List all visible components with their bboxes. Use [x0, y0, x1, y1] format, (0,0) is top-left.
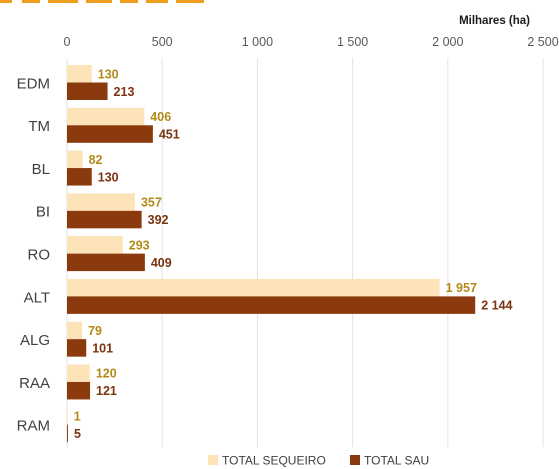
- category-label: ALG: [20, 332, 50, 349]
- data-label: 2 144: [481, 299, 512, 313]
- data-label: 451: [159, 128, 180, 142]
- data-label: 101: [92, 341, 113, 355]
- category-label: EDM: [17, 75, 50, 92]
- bar-sequeiro: [67, 65, 92, 83]
- bar-sequeiro: [67, 407, 68, 425]
- x-tick-label: 2 000: [432, 35, 463, 49]
- data-label: 121: [96, 384, 117, 398]
- legend-label: TOTAL SEQUEIRO: [222, 454, 326, 468]
- bar-sequeiro: [67, 150, 83, 169]
- data-label: 79: [88, 324, 102, 338]
- legend-swatch: [208, 455, 218, 465]
- data-label: 1: [74, 409, 81, 423]
- bar-sequeiro: [67, 236, 123, 254]
- x-tick-label: 0: [64, 35, 71, 49]
- x-tick-label: 2 500: [527, 35, 558, 49]
- x-tick-label: 1 500: [337, 35, 368, 49]
- bar-sau: [67, 168, 92, 186]
- category-label: BL: [32, 161, 50, 178]
- bar-sau: [67, 339, 87, 357]
- category-label: RO: [28, 247, 51, 264]
- category-label: RAA: [19, 375, 50, 392]
- bar-sequeiro: [67, 364, 90, 382]
- bar-sau: [67, 253, 145, 272]
- bar-sequeiro: [67, 321, 83, 340]
- bar-sequeiro: [67, 107, 145, 126]
- data-label: 357: [141, 196, 162, 210]
- legend-swatch: [350, 455, 360, 465]
- bars: [67, 65, 476, 443]
- bar-sau: [67, 296, 476, 314]
- data-label: 1 957: [446, 281, 477, 295]
- bar-sau: [67, 381, 91, 400]
- x-tick-label: 1 000: [242, 35, 273, 49]
- data-label: 409: [151, 256, 172, 270]
- data-label: 82: [89, 153, 103, 167]
- category-labels: EDM TM BL BI RO ALT ALG RAA RAM: [17, 75, 50, 434]
- data-label: 392: [148, 213, 169, 227]
- category-label: TM: [28, 118, 50, 135]
- bar-sau: [67, 125, 153, 143]
- category-label: BI: [36, 204, 50, 221]
- unit-label: Milhares (ha): [459, 15, 530, 27]
- data-label: 406: [150, 110, 171, 124]
- category-label: RAM: [17, 418, 50, 435]
- bar-sau: [67, 424, 68, 443]
- partial-title-fragment: [0, 0, 204, 3]
- data-label: 293: [129, 238, 150, 252]
- legend: TOTAL SEQUEIRO TOTAL SAU: [208, 454, 429, 468]
- legend-label: TOTAL SAU: [364, 454, 429, 468]
- data-label: 130: [98, 170, 119, 184]
- data-label: 130: [98, 67, 119, 81]
- bar-sau: [67, 210, 142, 229]
- bar-sequeiro: [67, 193, 135, 211]
- bar-sequeiro: [67, 278, 440, 297]
- x-axis-ticks: 0 500 1 000 1 500 2 000 2 500: [64, 35, 559, 49]
- x-tick-label: 500: [152, 35, 173, 49]
- data-label: 120: [96, 367, 117, 381]
- data-label: 213: [114, 85, 135, 99]
- category-label: ALT: [24, 289, 50, 306]
- bar-sau: [67, 82, 108, 100]
- data-label: 5: [74, 427, 81, 441]
